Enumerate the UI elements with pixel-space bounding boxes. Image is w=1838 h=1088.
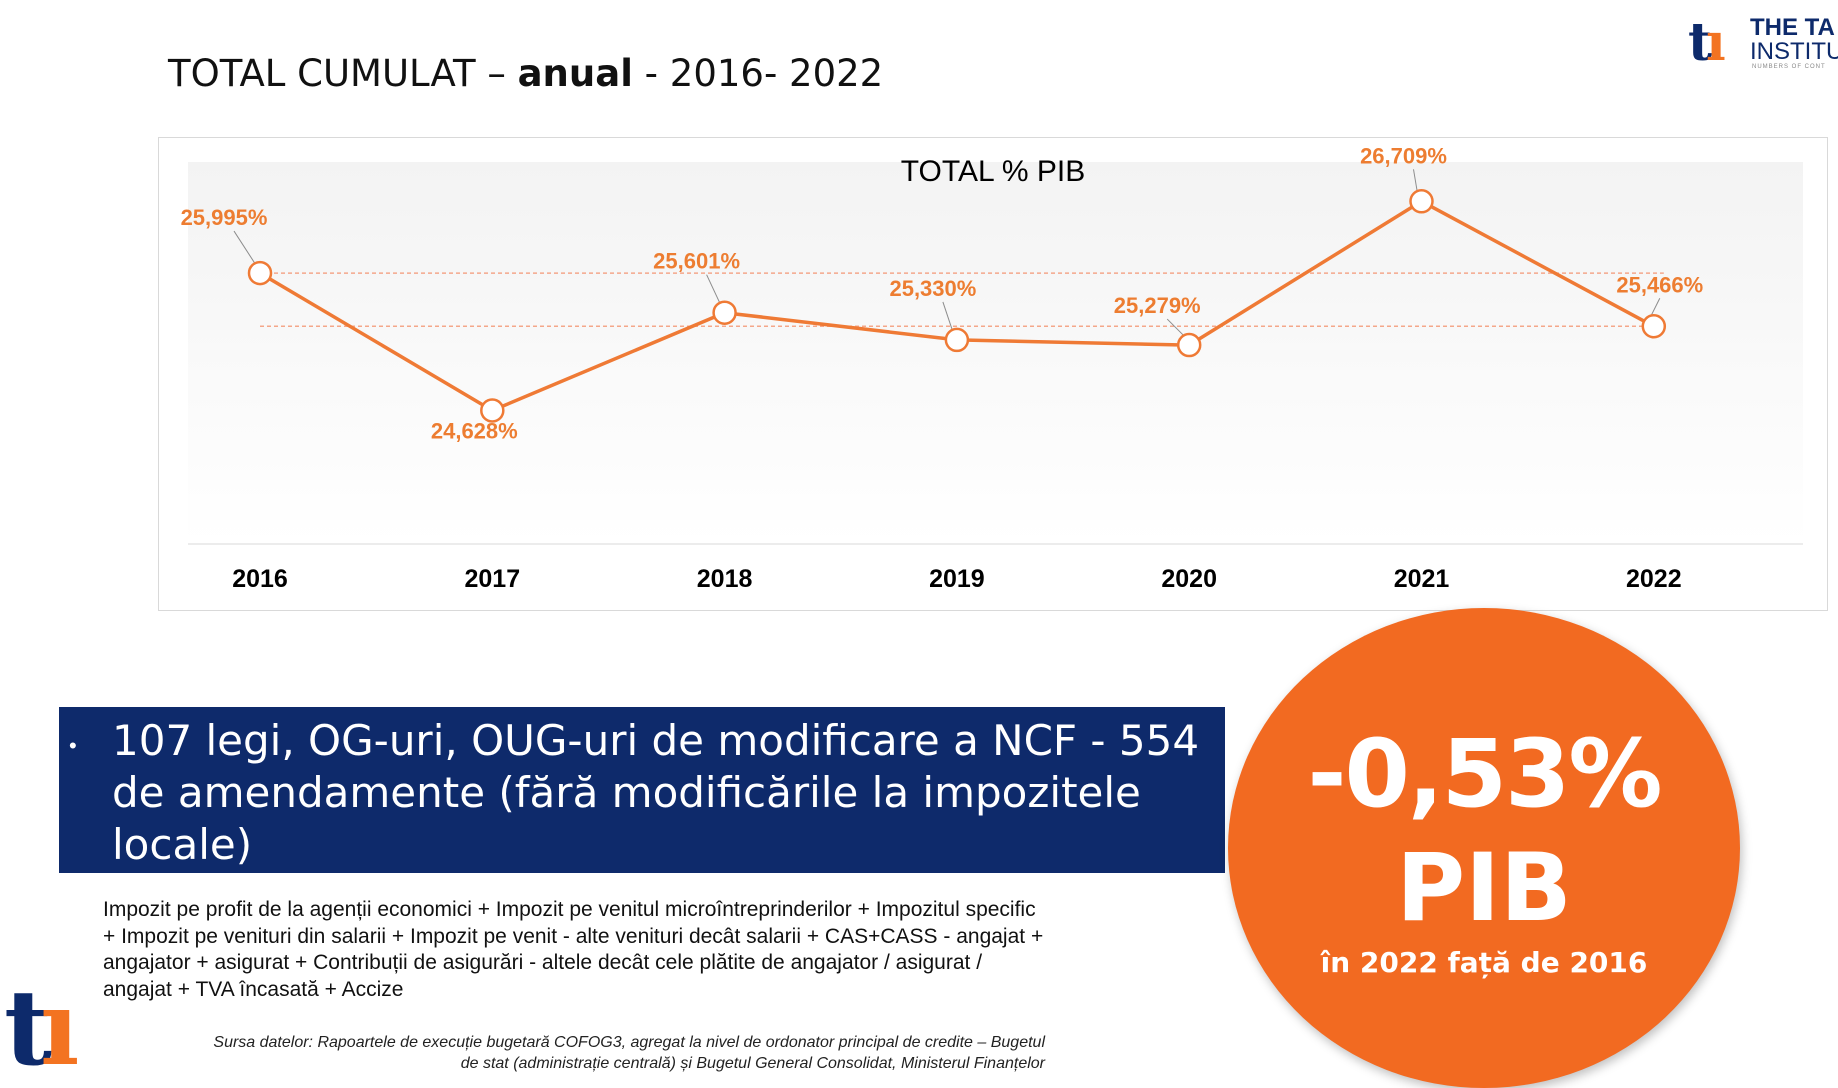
data-point-2016 <box>247 260 273 286</box>
title-bold: anual <box>517 52 633 95</box>
x-tick-2016: 2016 <box>232 565 288 593</box>
chart-frame: TOTAL % PIB 25,995% 24,628% 25,601% 25,330%… <box>158 137 1828 611</box>
data-point-2017 <box>480 398 505 423</box>
title-prefix: TOTAL CUMULAT – <box>168 52 518 95</box>
logo-mark-accent: ı <box>1706 12 1726 73</box>
x-tick-2020: 2020 <box>1161 565 1217 593</box>
label-leader-2020 <box>1166 318 1186 338</box>
highlight-caption: în 2022 față de 2016 <box>1320 946 1648 979</box>
x-tick-2019: 2019 <box>929 565 985 593</box>
highlight-unit: PIB <box>1396 834 1572 943</box>
data-source-note: Sursa datelor: Rapoartele de execuție bu… <box>90 1032 1045 1074</box>
logo-mark: tı <box>1688 12 1726 73</box>
source-line-1: Sursa datelor: Rapoartele de execuție bu… <box>213 1034 1045 1051</box>
data-point-2021 <box>1409 189 1434 214</box>
x-tick-2021: 2021 <box>1394 565 1450 593</box>
data-points <box>247 189 1667 423</box>
data-labels: 25,995% 24,628% 25,601% 25,330% 25,279% 26,70… <box>181 143 1704 443</box>
logo-mark-large-accent: ı <box>40 976 79 1076</box>
x-tick-labels: 2016 2017 2018 2019 2020 2021 2022 <box>232 565 1681 593</box>
title-suffix: - 2016- 2022 <box>632 52 884 95</box>
tax-components-description: Impozit pe profit de la agenții economic… <box>103 898 1044 1001</box>
chart-title: TOTAL % PIB <box>901 155 1086 188</box>
source-line-2: de stat (administrație centrală) și Buge… <box>460 1055 1045 1072</box>
institute-logo-bottom: tı <box>4 976 94 1076</box>
data-point-2022 <box>1641 314 1667 339</box>
data-label-2021: 26,709% <box>1360 143 1447 168</box>
label-leader-2019 <box>942 301 954 333</box>
reference-lines <box>260 272 1664 328</box>
plot-area <box>188 162 1803 544</box>
data-point-2020 <box>1176 332 1202 358</box>
line-chart: TOTAL % PIB 25,995% 24,628% 25,601% 25,330%… <box>181 143 1803 593</box>
data-label-2017: 24,628% <box>431 419 518 444</box>
logo-tagline: NUMBERS OF CONT <box>1752 64 1826 70</box>
data-label-2019: 25,330% <box>889 276 976 301</box>
logo-mark-t: t <box>1688 12 1712 73</box>
x-tick-2018: 2018 <box>697 565 753 593</box>
data-label-2020: 25,279% <box>1114 293 1201 318</box>
x-tick-2017: 2017 <box>464 565 520 593</box>
data-label-2022: 25,466% <box>1616 272 1703 297</box>
highlight-circle: -0,53% PIB în 2022 față de 2016 <box>1228 608 1740 1088</box>
logo-name-line1: THE TA <box>1750 14 1835 41</box>
slide-title: TOTAL CUMULAT – anual - 2016- 2022 <box>168 52 883 95</box>
label-leader-2021 <box>1413 169 1418 194</box>
logo-mark-large: tı <box>4 976 79 1076</box>
label-leaders <box>233 169 1661 419</box>
data-label-2016: 25,995% <box>181 205 268 230</box>
data-label-2018: 25,601% <box>653 249 740 274</box>
data-point-2019 <box>944 327 970 353</box>
data-point-2018 <box>712 300 737 325</box>
label-leader-2018 <box>706 274 722 305</box>
logo-mark-large-t: t <box>4 976 52 1076</box>
key-fact-text: 107 legi, OG-uri, OUG-uri de modificare … <box>112 716 1200 869</box>
logo-name-line2: INSTITU <box>1750 38 1838 65</box>
bullet-marker: • <box>69 733 77 758</box>
highlight-value: -0,53% <box>1307 720 1662 829</box>
institute-logo-top: tı THE TA INSTITU NUMBERS OF CONT <box>1688 12 1838 82</box>
x-tick-2022: 2022 <box>1626 565 1682 593</box>
label-leader-2016 <box>233 230 257 266</box>
key-fact-box: • 107 legi, OG-uri, OUG-uri de modificar… <box>59 707 1225 873</box>
